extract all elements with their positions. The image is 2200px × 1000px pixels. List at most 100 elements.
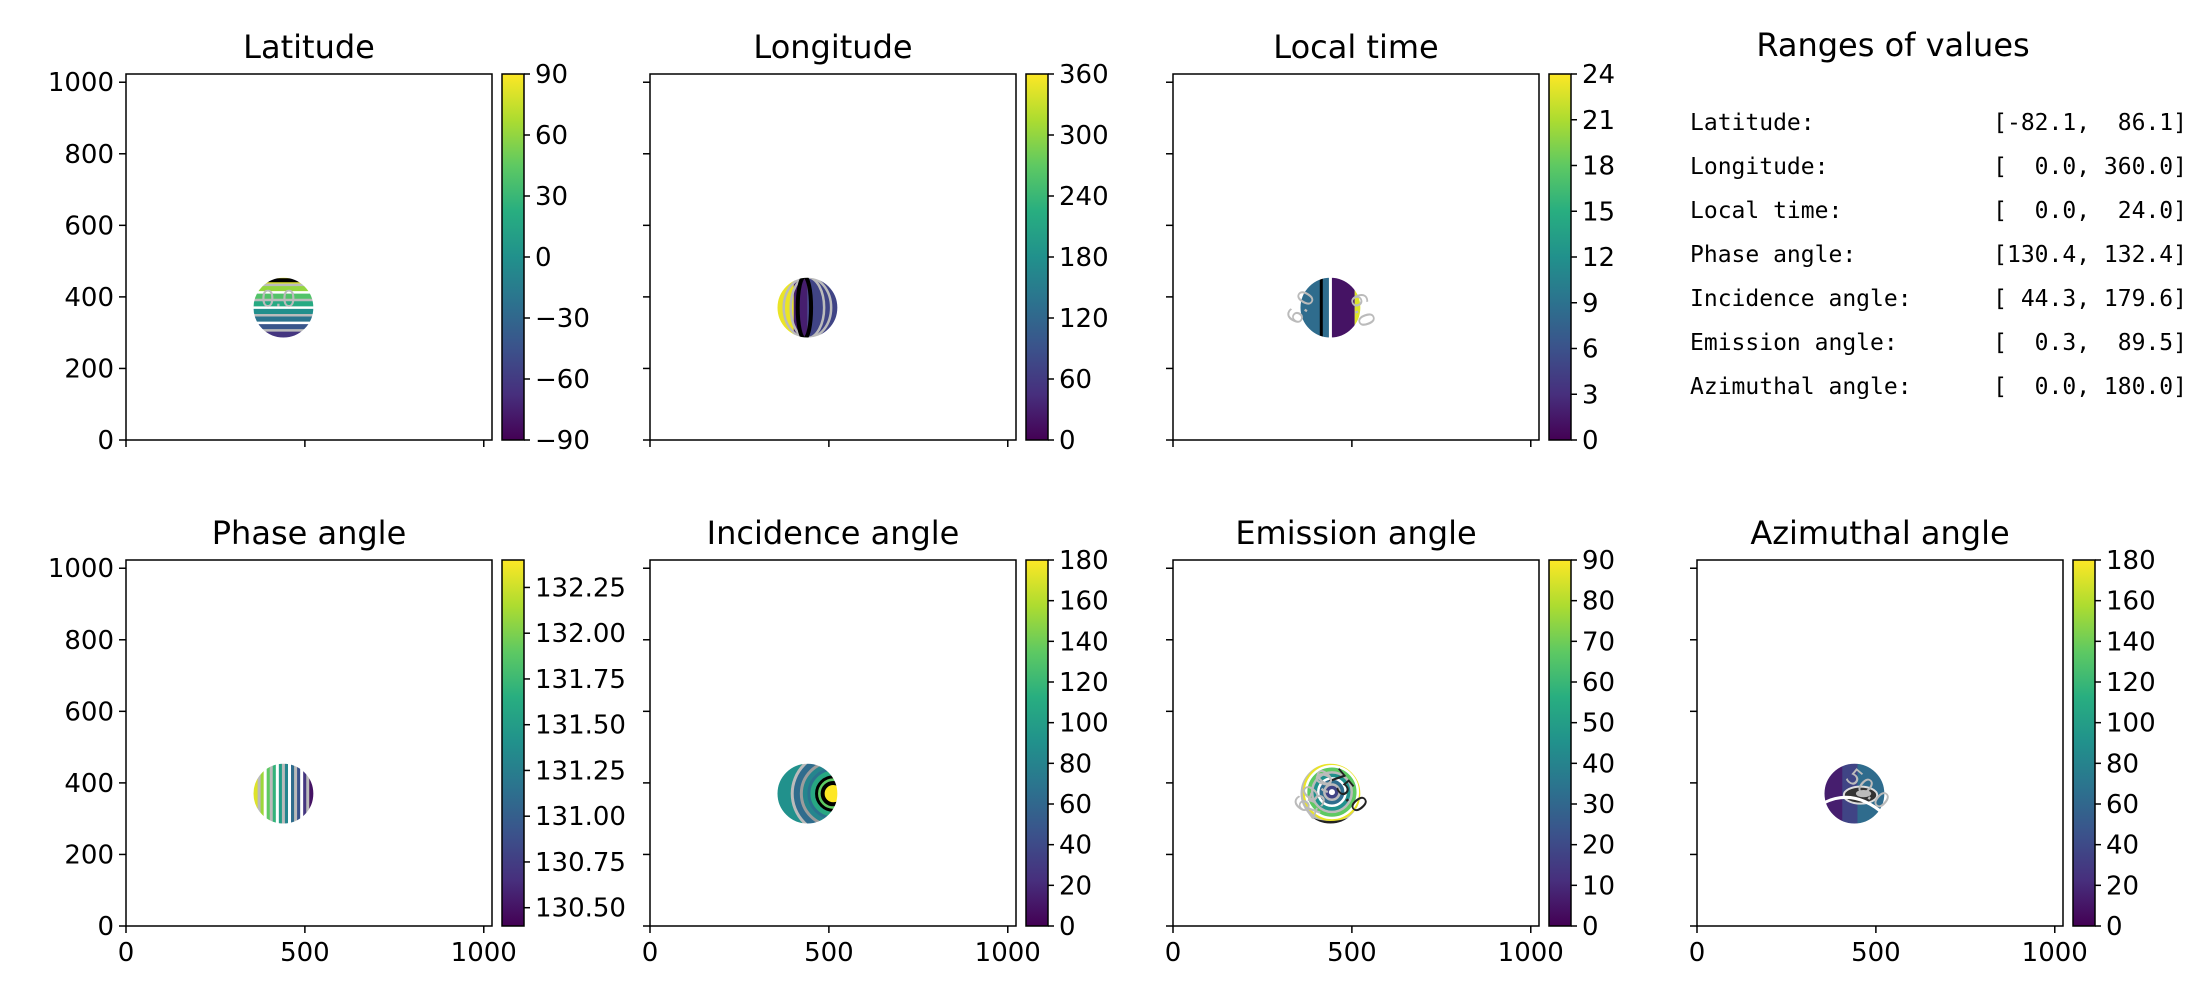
y-tick-label: 600	[64, 211, 114, 241]
disc-band	[253, 315, 314, 324]
axes-frame	[125, 559, 493, 927]
colorbar-tick-label: 0	[535, 243, 552, 273]
colorbar-tick-label: 50	[1582, 709, 1615, 739]
colorbar-tick-label: 20	[1582, 831, 1615, 861]
shadow-region	[1855, 789, 1872, 798]
panel-title: Incidence angle	[707, 514, 960, 552]
disc-band	[253, 292, 314, 302]
colorbar	[1548, 73, 1572, 441]
colorbar-tick-label: 100	[1059, 709, 1109, 739]
colorbar-tick-label: 180	[1059, 243, 1109, 273]
colorbar	[1025, 559, 1049, 927]
colorbar-tick-label: 80	[1059, 749, 1092, 779]
x-tick-label: 500	[1327, 938, 1377, 968]
plot-area	[650, 74, 1016, 440]
x-tick-label: 500	[1851, 938, 1901, 968]
disc-band	[289, 763, 297, 825]
range-value: [ 0.0, 24.0]	[1993, 198, 2187, 224]
colorbar-tick-label: 90	[1582, 546, 1615, 576]
y-tick-label: 0	[97, 426, 114, 456]
colorbar-tick-label: 80	[1582, 587, 1615, 617]
y-tick-label: 200	[64, 840, 114, 870]
colorbar-tick-label: −30	[535, 304, 590, 334]
sub-observer-point	[1328, 789, 1335, 796]
colorbar-tick-label: 140	[2106, 627, 2156, 657]
colorbar-tick-label: 70	[1582, 627, 1615, 657]
colorbar-tick-label: 3	[1582, 380, 1599, 410]
x-tick-label: 0	[1689, 938, 1706, 968]
colorbar-tick-label: 20	[2106, 871, 2139, 901]
colorbar-tick-label: 120	[2106, 668, 2156, 698]
plot-area	[1697, 560, 2063, 926]
x-tick-label: 1000	[2022, 938, 2088, 968]
axes-frame	[1172, 73, 1540, 441]
axes-frame	[649, 559, 1017, 927]
colorbar-tick-label: 90	[535, 60, 568, 90]
disc-edge	[776, 762, 839, 825]
colorbar-tick-label: 15	[1582, 197, 1615, 227]
disc-band	[253, 300, 314, 309]
plot-area	[650, 560, 1016, 926]
disc-band	[253, 322, 314, 332]
colorbar	[501, 73, 525, 441]
colorbar-tick-label: 130.75	[535, 848, 626, 878]
colorbar-tick-label: 300	[1059, 121, 1109, 151]
colorbar-tick-label: 120	[1059, 304, 1109, 334]
colorbar-tick-label: 0	[1059, 912, 1076, 942]
range-value: [130.4, 132.4]	[1993, 242, 2187, 268]
range-value: [ 44.3, 179.6]	[1993, 286, 2187, 312]
y-tick-label: 400	[64, 769, 114, 799]
panel-longitude: Longitude 0 60 120 180 240 300 360	[643, 28, 1109, 456]
disc-band	[253, 330, 314, 339]
planet-disc	[1300, 763, 1361, 825]
y-tick-label: 600	[64, 697, 114, 727]
range-value: [-82.1, 86.1]	[1993, 110, 2187, 136]
colorbar-tick-label: 120	[1059, 668, 1109, 698]
range-label: Phase angle:	[1690, 242, 1856, 268]
disc-band	[271, 763, 279, 825]
colorbar-tick-label: 132.25	[535, 573, 626, 603]
range-label: Emission angle:	[1690, 330, 1898, 356]
colorbar	[2072, 559, 2096, 927]
colorbar-tick-label: 140	[1059, 627, 1109, 657]
x-tick-label: 500	[280, 938, 330, 968]
disc-edge	[1823, 762, 1886, 825]
panel-title: Azimuthal angle	[1750, 514, 2009, 552]
axes-frame	[125, 73, 493, 441]
colorbar-tick-label: 0	[1582, 426, 1599, 456]
disc-band	[253, 284, 314, 294]
panel-title: Longitude	[753, 28, 912, 66]
colorbar-tick-label: 30	[1582, 790, 1615, 820]
colorbar-tick-label: 30	[535, 182, 568, 212]
disc-band	[301, 763, 309, 825]
disc-band	[259, 763, 267, 825]
range-label: Local time:	[1690, 198, 1842, 224]
contour-label: 0.0	[261, 288, 296, 313]
colorbar-tick-label: 360	[1059, 60, 1109, 90]
colorbar-tick-label: 132.00	[535, 619, 626, 649]
colorbar-tick-label: 131.25	[535, 756, 626, 786]
colorbar	[1025, 73, 1049, 441]
range-label: Latitude:	[1690, 110, 1815, 136]
x-tick-label: 1000	[975, 938, 1041, 968]
panel-incidence-angle: Incidence angle 0 500 1000 0 20 40 60 80 100 120 14…	[642, 514, 1109, 968]
colorbar-tick-label: −90	[535, 426, 590, 456]
plot-area	[126, 560, 492, 926]
axes-frame	[1172, 559, 1540, 927]
plot-area	[126, 74, 492, 440]
x-tick-label: 0	[118, 938, 135, 968]
axes-frame	[649, 73, 1017, 441]
contour-line	[1824, 795, 1885, 817]
colorbar-tick-label: 240	[1059, 182, 1109, 212]
ranges-panel: Ranges of values Latitude: [-82.1, 86.1] L…	[1690, 26, 2187, 400]
panel-title: Phase angle	[212, 514, 407, 552]
panel-title: Latitude	[243, 28, 375, 66]
colorbar-tick-label: 6	[1582, 335, 1599, 365]
colorbar-tick-label: 21	[1582, 106, 1615, 136]
contour-line	[782, 277, 833, 339]
x-tick-label: 500	[804, 938, 854, 968]
colorbar-tick-label: 60	[1582, 668, 1615, 698]
colorbar-tick-label: 180	[2106, 546, 2156, 576]
disc-band	[1330, 277, 1355, 339]
